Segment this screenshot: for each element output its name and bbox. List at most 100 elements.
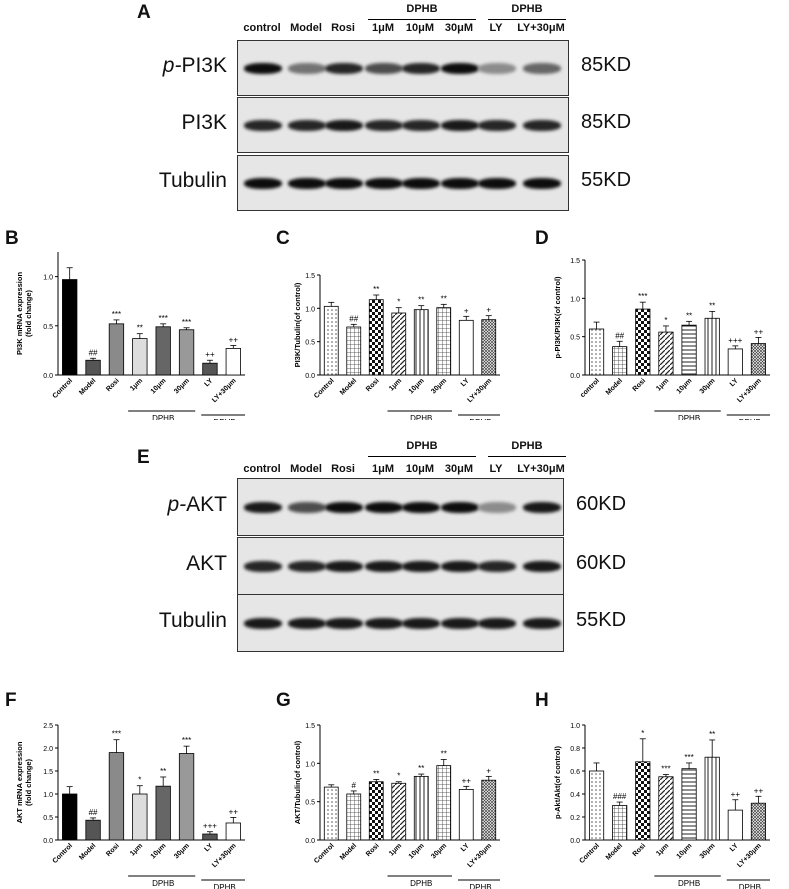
significance-label: ### xyxy=(613,792,627,801)
lane-label: 1μM xyxy=(371,463,394,475)
category-label: Control xyxy=(313,377,336,400)
category-label: 1μm xyxy=(655,842,670,857)
panel-label-h: H xyxy=(535,690,549,711)
category-label: Model xyxy=(78,377,97,396)
y-axis-label: AKT/Tubulin(of control) xyxy=(293,740,302,824)
significance-label: ++ xyxy=(229,807,239,816)
category-label: Control xyxy=(52,377,75,400)
category-label: 1μm xyxy=(388,842,403,857)
significance-label: ** xyxy=(418,296,424,305)
panel-label-f: F xyxy=(5,690,17,711)
category-label: Rosi xyxy=(365,377,381,393)
group-label: DPHB xyxy=(410,414,432,420)
y-axis-label: (fold change) xyxy=(24,289,33,337)
y-tick-label: 1.5 xyxy=(43,769,53,776)
y-axis-label: PI3K mRNA expression xyxy=(15,272,24,356)
bar xyxy=(132,793,148,841)
category-label: 10μm xyxy=(676,377,694,395)
y-tick-label: 0.5 xyxy=(305,340,315,347)
blot-band xyxy=(523,120,561,131)
bar xyxy=(413,309,429,376)
y-axis-label: AKT mRNA expression xyxy=(15,741,24,823)
bar xyxy=(346,326,362,376)
bar xyxy=(178,753,195,841)
blot-band xyxy=(441,63,479,74)
lane-label: control xyxy=(243,463,281,475)
blot-band xyxy=(478,561,516,572)
bar xyxy=(368,781,384,841)
bar xyxy=(202,833,218,841)
protein-prefix: p- xyxy=(167,493,187,516)
bar xyxy=(108,323,125,376)
blot-band xyxy=(244,178,282,189)
significance-label: *** xyxy=(112,730,121,739)
lane-label: LY+30μM xyxy=(517,22,565,34)
significance-label: ** xyxy=(373,285,379,294)
significance-label: ## xyxy=(349,314,358,323)
blot-band xyxy=(402,618,440,629)
group-label: DPHB xyxy=(214,418,236,420)
blot-band xyxy=(523,502,561,513)
bar xyxy=(588,770,605,841)
group-label: DPHB xyxy=(214,883,236,889)
blot-band xyxy=(478,178,516,189)
significance-label: * xyxy=(397,298,400,307)
blot-band xyxy=(244,63,282,74)
panel-label-d: D xyxy=(535,228,549,249)
y-tick-label: 0.4 xyxy=(570,792,580,799)
bar xyxy=(85,819,101,841)
blot-band xyxy=(402,561,440,572)
bar xyxy=(62,793,78,841)
blot-band xyxy=(523,561,561,572)
category-label: 10μm xyxy=(408,842,426,860)
y-tick-label: 0.0 xyxy=(305,838,315,845)
bar xyxy=(178,329,195,376)
significance-label: ## xyxy=(615,331,624,340)
category-label: LY+30μm xyxy=(467,842,494,869)
bar xyxy=(155,326,171,376)
y-tick-label: 0.5 xyxy=(43,324,53,331)
y-tick-label: 1.0 xyxy=(43,275,53,282)
bar xyxy=(658,331,674,376)
bar xyxy=(108,752,125,841)
category-label: 10μm xyxy=(150,377,168,395)
bar xyxy=(225,348,241,376)
y-tick-label: 0.0 xyxy=(570,838,580,845)
blot-band xyxy=(365,502,403,513)
blot-strip xyxy=(237,537,564,595)
category-label: Model xyxy=(605,842,624,861)
significance-label: + xyxy=(486,306,491,315)
blot-band xyxy=(441,120,479,131)
blot-row-label: PI3K xyxy=(130,111,227,135)
bar xyxy=(727,809,743,841)
bar xyxy=(681,324,697,376)
category-label: LY xyxy=(460,842,471,853)
category-label: Rosi xyxy=(365,842,381,858)
significance-label: *** xyxy=(638,292,647,301)
y-tick-label: 0.5 xyxy=(305,800,315,807)
group-label: DPHB xyxy=(469,883,491,889)
significance-label: ++ xyxy=(731,790,741,799)
blot-band xyxy=(365,63,403,74)
bar xyxy=(323,305,339,376)
y-tick-label: 1.5 xyxy=(305,723,315,730)
significance-label: ** xyxy=(441,294,447,303)
bar xyxy=(704,317,720,376)
lane-label: Model xyxy=(290,22,322,34)
category-label: 30μm xyxy=(430,842,448,860)
bar xyxy=(85,359,101,376)
significance-label: ** xyxy=(441,750,447,759)
significance-label: * xyxy=(641,729,644,738)
significance-label: ** xyxy=(373,769,379,778)
y-tick-label: 0.8 xyxy=(570,746,580,753)
category-label: 30μm xyxy=(173,842,191,860)
chart-g: 0.0 0.5 1.0 1.5 AKT/Tubulin(of control) Contr… xyxy=(293,723,500,889)
bar xyxy=(155,785,171,841)
significance-label: +++ xyxy=(203,822,217,831)
significance-label: ** xyxy=(709,301,715,310)
protein-name: Tubulin xyxy=(158,169,227,192)
blot-band xyxy=(244,120,282,131)
category-label: control xyxy=(579,377,601,399)
category-label: 10μm xyxy=(676,842,694,860)
category-label: 30μm xyxy=(699,842,717,860)
